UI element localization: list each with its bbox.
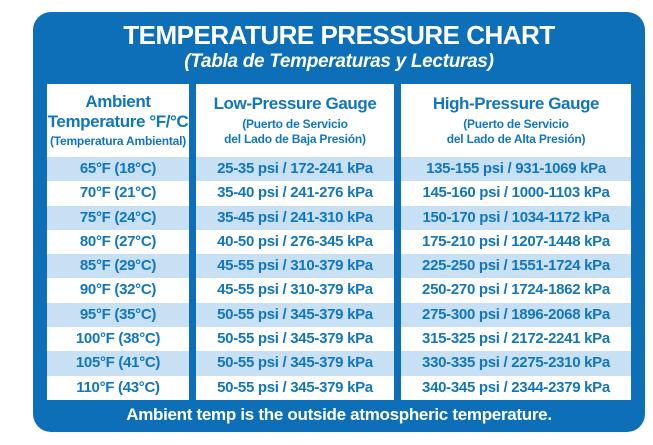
table-row: 90°F (32°C) 45-55 psi / 310-379 kPa 250-27…: [47, 278, 631, 303]
low-pressure-cell: 45-55 psi / 310-379 kPa: [196, 278, 394, 303]
low-pressure-cell: 40-50 psi / 276-345 kPa: [196, 229, 394, 255]
low-pressure-header: Low-Pressure Gauge (Puerto de Servicio d…: [196, 84, 394, 157]
header-title-line: Ambient: [85, 92, 151, 112]
high-pressure-cell: 330-335 psi / 2275-2310 kPa: [401, 351, 631, 376]
table-row: 75°F (24°C) 35-45 psi / 241-310 kPa 150-17…: [47, 205, 631, 230]
low-pressure-cell: 25-35 psi / 172-241 kPa: [196, 157, 394, 182]
table-row: 95°F (35°C) 50-55 psi / 345-379 kPa 275-30…: [47, 302, 631, 328]
header-subtitle-line: del Lado de Baja Presión): [224, 131, 366, 146]
low-pressure-cell: 35-45 psi / 241-310 kPa: [196, 205, 394, 230]
high-pressure-cell: 150-170 psi / 1034-1172 kPa: [401, 205, 631, 230]
high-pressure-cell: 340-345 psi / 2344-2379 kPa: [401, 375, 631, 400]
low-pressure-cell: 35-40 psi / 241-276 kPa: [196, 181, 394, 206]
ambient-temperature-header: Ambient Temperature °F/°C (Temperatura A…: [47, 84, 189, 157]
table-body: 65°F (18°C) 25-35 psi / 172-241 kPa 135-15…: [47, 157, 631, 400]
high-pressure-cell: 250-270 psi / 1724-1862 kPa: [401, 278, 631, 303]
ambient-temperature-cell: 110°F (43°C): [47, 375, 189, 400]
low-pressure-cell: 50-55 psi / 345-379 kPa: [196, 327, 394, 352]
temperature-pressure-chart-card: TEMPERATURE PRESSURE CHART (Tabla de Tem…: [33, 12, 645, 432]
header-subtitle-line: (Puerto de Servicio: [463, 116, 569, 131]
ambient-temperature-cell: 90°F (32°C): [47, 278, 189, 303]
chart-subtitle: (Tabla de Temperaturas y Lecturas): [184, 50, 494, 72]
ambient-temperature-cell: 75°F (24°C): [47, 205, 189, 230]
low-pressure-cell: 45-55 psi / 310-379 kPa: [196, 254, 394, 279]
header-subtitle-line: (Temperatura Ambiental): [49, 134, 187, 149]
chart-footer-note: Ambient temp is the outside atmospheric …: [126, 405, 552, 424]
ambient-temperature-cell: 85°F (29°C): [47, 254, 189, 279]
high-pressure-cell: 225-250 psi / 1551-1724 kPa: [401, 254, 631, 279]
ambient-temperature-cell: 100°F (38°C): [47, 327, 189, 352]
ambient-temperature-cell: 105°F (41°C): [47, 351, 189, 376]
table-header-row: Ambient Temperature °F/°C (Temperatura A…: [47, 84, 631, 157]
high-pressure-cell: 175-210 psi / 1207-1448 kPa: [401, 229, 631, 255]
ambient-temperature-cell: 80°F (27°C): [47, 229, 189, 255]
table-row: 100°F (38°C) 50-55 psi / 345-379 kPa 315-3…: [47, 327, 631, 352]
header-title-line: Low-Pressure Gauge: [213, 94, 377, 114]
ambient-temperature-cell: 65°F (18°C): [47, 157, 189, 182]
high-pressure-cell: 135-155 psi / 931-1069 kPa: [401, 157, 631, 182]
high-pressure-cell: 145-160 psi / 1000-1103 kPa: [401, 181, 631, 206]
low-pressure-cell: 50-55 psi / 345-379 kPa: [196, 375, 394, 400]
header-title-line: High-Pressure Gauge: [432, 94, 600, 114]
low-pressure-cell: 50-55 psi / 345-379 kPa: [196, 351, 394, 376]
high-pressure-cell: 315-325 psi / 2172-2241 kPa: [401, 327, 631, 352]
table-row: 80°F (27°C) 40-50 psi / 276-345 kPa 175-21…: [47, 229, 631, 255]
table-row: 105°F (41°C) 50-55 psi / 345-379 kPa 330-3…: [47, 351, 631, 376]
header-subtitle-line: del Lado de Alta Presión): [446, 131, 586, 146]
low-pressure-cell: 50-55 psi / 345-379 kPa: [196, 302, 394, 328]
table-row: 65°F (18°C) 25-35 psi / 172-241 kPa 135-15…: [47, 157, 631, 182]
table-row: 70°F (21°C) 35-40 psi / 241-276 kPa 145-16…: [47, 181, 631, 206]
high-pressure-header: High-Pressure Gauge (Puerto de Servicio …: [401, 84, 631, 157]
ambient-temperature-cell: 70°F (21°C): [47, 181, 189, 206]
pressure-table: Ambient Temperature °F/°C (Temperatura A…: [47, 84, 631, 400]
ambient-temperature-cell: 95°F (35°C): [47, 302, 189, 328]
table-row: 85°F (29°C) 45-55 psi / 310-379 kPa 225-25…: [47, 254, 631, 279]
table-row: 110°F (43°C) 50-55 psi / 345-379 kPa 340-3…: [47, 375, 631, 400]
header-subtitle-line: (Puerto de Servicio: [242, 116, 348, 131]
high-pressure-cell: 275-300 psi / 1896-2068 kPa: [401, 302, 631, 328]
header-title-line: Temperature °F/°C: [47, 111, 189, 131]
chart-title: TEMPERATURE PRESSURE CHART: [123, 20, 555, 50]
